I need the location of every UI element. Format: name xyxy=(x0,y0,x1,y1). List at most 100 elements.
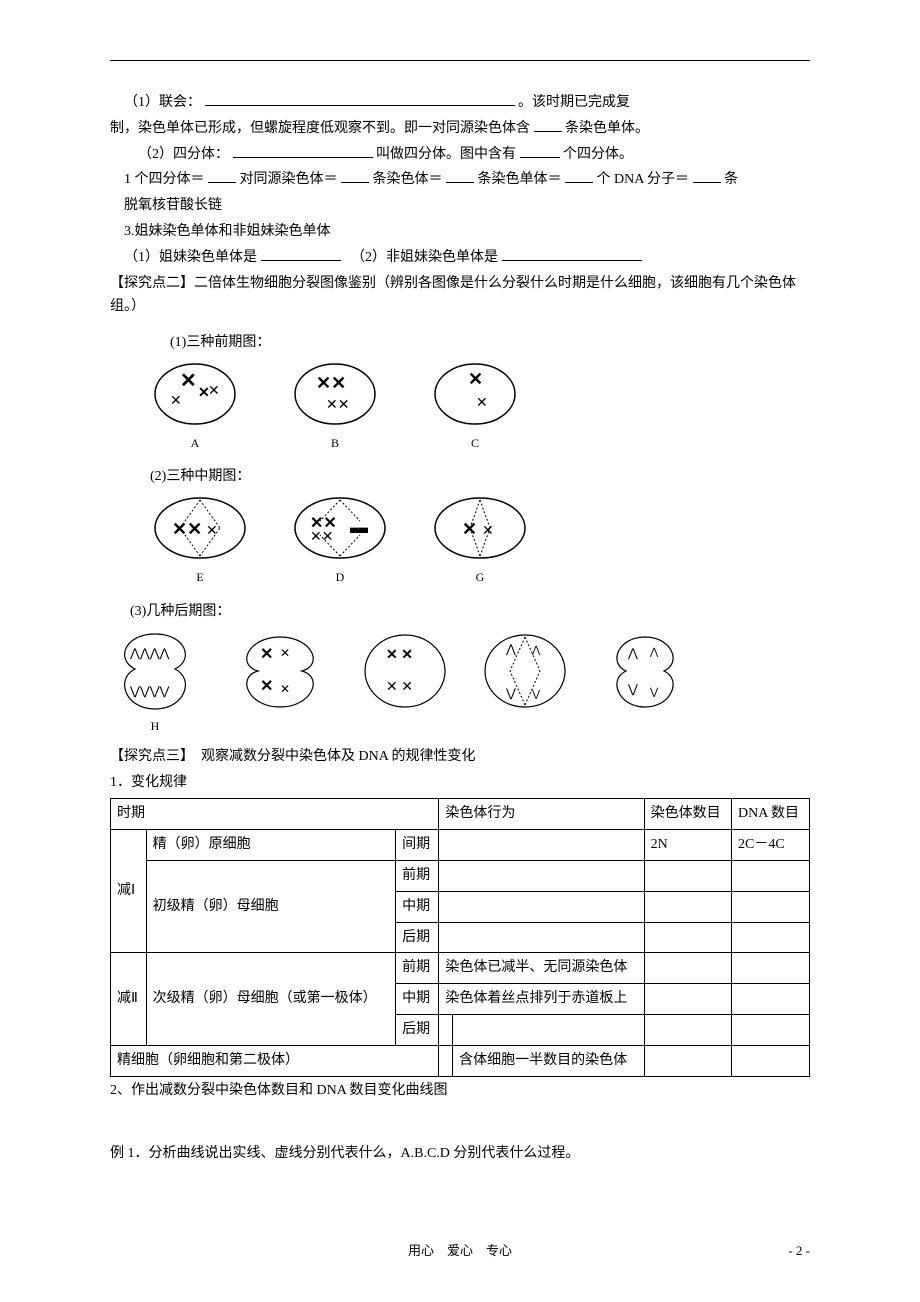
diagram-d: ✕✕ ✕✕ ▬ D xyxy=(290,495,390,587)
svg-text:✕✕: ✕✕ xyxy=(172,519,202,539)
text: 1 个四分体＝ xyxy=(124,172,205,187)
prophase-diagrams: ✕ ✕ ✕ ✕ A ✕✕ ✕✕ B ✕ ✕ C xyxy=(150,361,810,453)
svg-text:⋀: ⋀ xyxy=(531,645,541,656)
svg-text:⋁: ⋁ xyxy=(505,686,516,700)
para-13: 1．变化规律 xyxy=(110,771,810,795)
th-chromosome: 染色体数目 xyxy=(644,799,731,830)
svg-text:✕✕: ✕✕ xyxy=(310,530,333,545)
text: 叫做四分体。图中含有 xyxy=(376,147,516,162)
svg-text:✕: ✕ xyxy=(468,369,483,389)
diagram-a-label: A xyxy=(191,433,200,453)
svg-text:✕: ✕ xyxy=(260,678,273,695)
svg-text:▬: ▬ xyxy=(350,517,368,537)
text: （1）姐妹染色单体是 xyxy=(124,250,257,265)
svg-text:✕ ✕: ✕ ✕ xyxy=(386,680,413,695)
top-divider xyxy=(110,60,810,61)
diagram-h-label: H xyxy=(151,716,160,736)
blank xyxy=(208,168,236,183)
text: （2）非姐妹染色单体是 xyxy=(351,250,498,265)
svg-text:✕: ✕ xyxy=(476,396,488,411)
text: 条染色体＝ xyxy=(373,172,443,187)
cell-chr xyxy=(644,1014,731,1045)
cell-beh xyxy=(439,860,644,891)
cell-dna: 2C－4C xyxy=(731,830,809,861)
svg-text:✕✕: ✕✕ xyxy=(326,398,349,413)
blank xyxy=(502,246,642,261)
cell-name: 初级精（卵）母细胞 xyxy=(146,860,396,952)
svg-text:✕ ✕: ✕ ✕ xyxy=(386,648,413,663)
heading-prophase: (1)三种前期图： xyxy=(170,331,810,355)
cell-dna xyxy=(731,891,809,922)
diagram-ana-2: ✕ ✕ ✕ ✕ xyxy=(230,629,330,736)
text: 。该时期已完成复 xyxy=(518,95,630,110)
cell-dna xyxy=(731,1014,809,1045)
cell-phase: 前期 xyxy=(396,953,439,984)
para-8: 【探究点二】二倍体生物细胞分裂图像鉴别（辨别各图像是什么分裂什么时期是什么细胞，… xyxy=(110,272,810,320)
phases-table: 时期 染色体行为 染色体数目 DNA 数目 减Ⅰ 精（卵）原细胞 间期 2N 2… xyxy=(110,798,810,1076)
diagram-e: ✕✕ ✕ E xyxy=(150,495,250,587)
diagram-ana-3: ✕ ✕ ✕ ✕ xyxy=(360,629,450,736)
blank xyxy=(205,91,515,106)
cell-name: 次级精（卵）母细胞（或第一极体） xyxy=(146,953,396,1045)
svg-text:⋁: ⋁ xyxy=(627,682,638,696)
svg-text:✕: ✕ xyxy=(206,524,218,539)
svg-text:⋀: ⋀ xyxy=(505,642,516,656)
svg-text:✕✕: ✕✕ xyxy=(316,373,346,393)
cell-phase: 后期 xyxy=(396,922,439,953)
text: 条染色单体。 xyxy=(565,121,649,136)
text: （2）四分体： xyxy=(138,147,229,162)
blank xyxy=(693,168,721,183)
para-2: 制，染色单体已形成，但螺旋程度低观察不到。即一对同源染色体含 条染色单体。 xyxy=(110,117,810,141)
para-14: 2、作出减数分裂中染色体数目和 DNA 数目变化曲线图 xyxy=(110,1079,810,1103)
cell-phase: 中期 xyxy=(396,891,439,922)
cell-dna xyxy=(731,953,809,984)
anaphase-diagrams: ⋀⋀⋀⋀ ⋁⋁⋁⋁ H ✕ ✕ ✕ ✕ ✕ ✕ ✕ ✕ xyxy=(110,629,810,736)
svg-text:✕: ✕ xyxy=(280,682,290,696)
svg-text:⋀: ⋀ xyxy=(649,647,659,658)
heading-anaphase: (3)几种后期图： xyxy=(130,600,810,624)
cell-group: 减Ⅱ xyxy=(111,953,147,1045)
cell-phase: 中期 xyxy=(396,984,439,1015)
text: 对同源染色体＝ xyxy=(240,172,338,187)
cell-phase: 后期 xyxy=(396,1014,439,1045)
svg-text:✕: ✕ xyxy=(170,394,182,409)
svg-text:✕: ✕ xyxy=(482,524,494,539)
blank xyxy=(233,143,373,158)
text: 个 DNA 分子＝ xyxy=(597,172,690,187)
th-behavior: 染色体行为 xyxy=(439,799,644,830)
diagram-d-label: D xyxy=(336,567,345,587)
blank xyxy=(261,246,341,261)
cell-name: 精（卵）原细胞 xyxy=(146,830,396,861)
cell-chr xyxy=(644,891,731,922)
text: 制，染色单体已形成，但螺旋程度低观察不到。即一对同源染色体含 xyxy=(110,121,530,136)
cell-chr xyxy=(644,860,731,891)
cell-dna xyxy=(731,1045,809,1076)
table-row: 减Ⅰ 精（卵）原细胞 间期 2N 2C－4C xyxy=(111,830,810,861)
diagram-b: ✕✕ ✕✕ B xyxy=(290,361,380,453)
cell-group: 减Ⅰ xyxy=(111,830,147,953)
diagram-b-label: B xyxy=(331,433,339,453)
diagram-a: ✕ ✕ ✕ ✕ A xyxy=(150,361,240,453)
document-page: （1）联会： 。该时期已完成复 制，染色单体已形成，但螺旋程度低观察不到。即一对… xyxy=(0,0,920,1302)
svg-text:⋁: ⋁ xyxy=(649,687,659,698)
cell-beh: 染色体已减半、无同源染色体 xyxy=(439,953,644,984)
th-period: 时期 xyxy=(111,799,439,830)
blank xyxy=(341,168,369,183)
para-3: （2）四分体： 叫做四分体。图中含有 个四分体。 xyxy=(110,143,810,167)
cell-dna xyxy=(731,984,809,1015)
table-row: 减Ⅱ 次级精（卵）母细胞（或第一极体） 前期 染色体已减半、无同源染色体 xyxy=(111,953,810,984)
table-row: 初级精（卵）母细胞 前期 xyxy=(111,860,810,891)
diagram-g-label: G xyxy=(476,567,485,587)
para-6: 3.姐妹染色单体和非姐妹染色单体 xyxy=(110,220,810,244)
cell-beh xyxy=(439,922,644,953)
diagram-e-label: E xyxy=(196,567,203,587)
para-4: 1 个四分体＝ 对同源染色体＝ 条染色体＝ 条染色单体＝ 个 DNA 分子＝ 条 xyxy=(110,168,810,192)
svg-text:⋁⋁⋁⋁: ⋁⋁⋁⋁ xyxy=(129,684,170,698)
cell-beh2 xyxy=(453,1014,645,1045)
cell-dna xyxy=(731,860,809,891)
diagram-ana-5: ⋀⋀ ⋁⋁ xyxy=(600,629,690,736)
diagram-ana-4: ⋀⋀ ⋁⋁ xyxy=(480,629,570,736)
svg-text:✕: ✕ xyxy=(280,646,290,660)
heading-metaphase: (2)三种中期图： xyxy=(150,465,810,489)
cell-beh xyxy=(439,830,644,861)
